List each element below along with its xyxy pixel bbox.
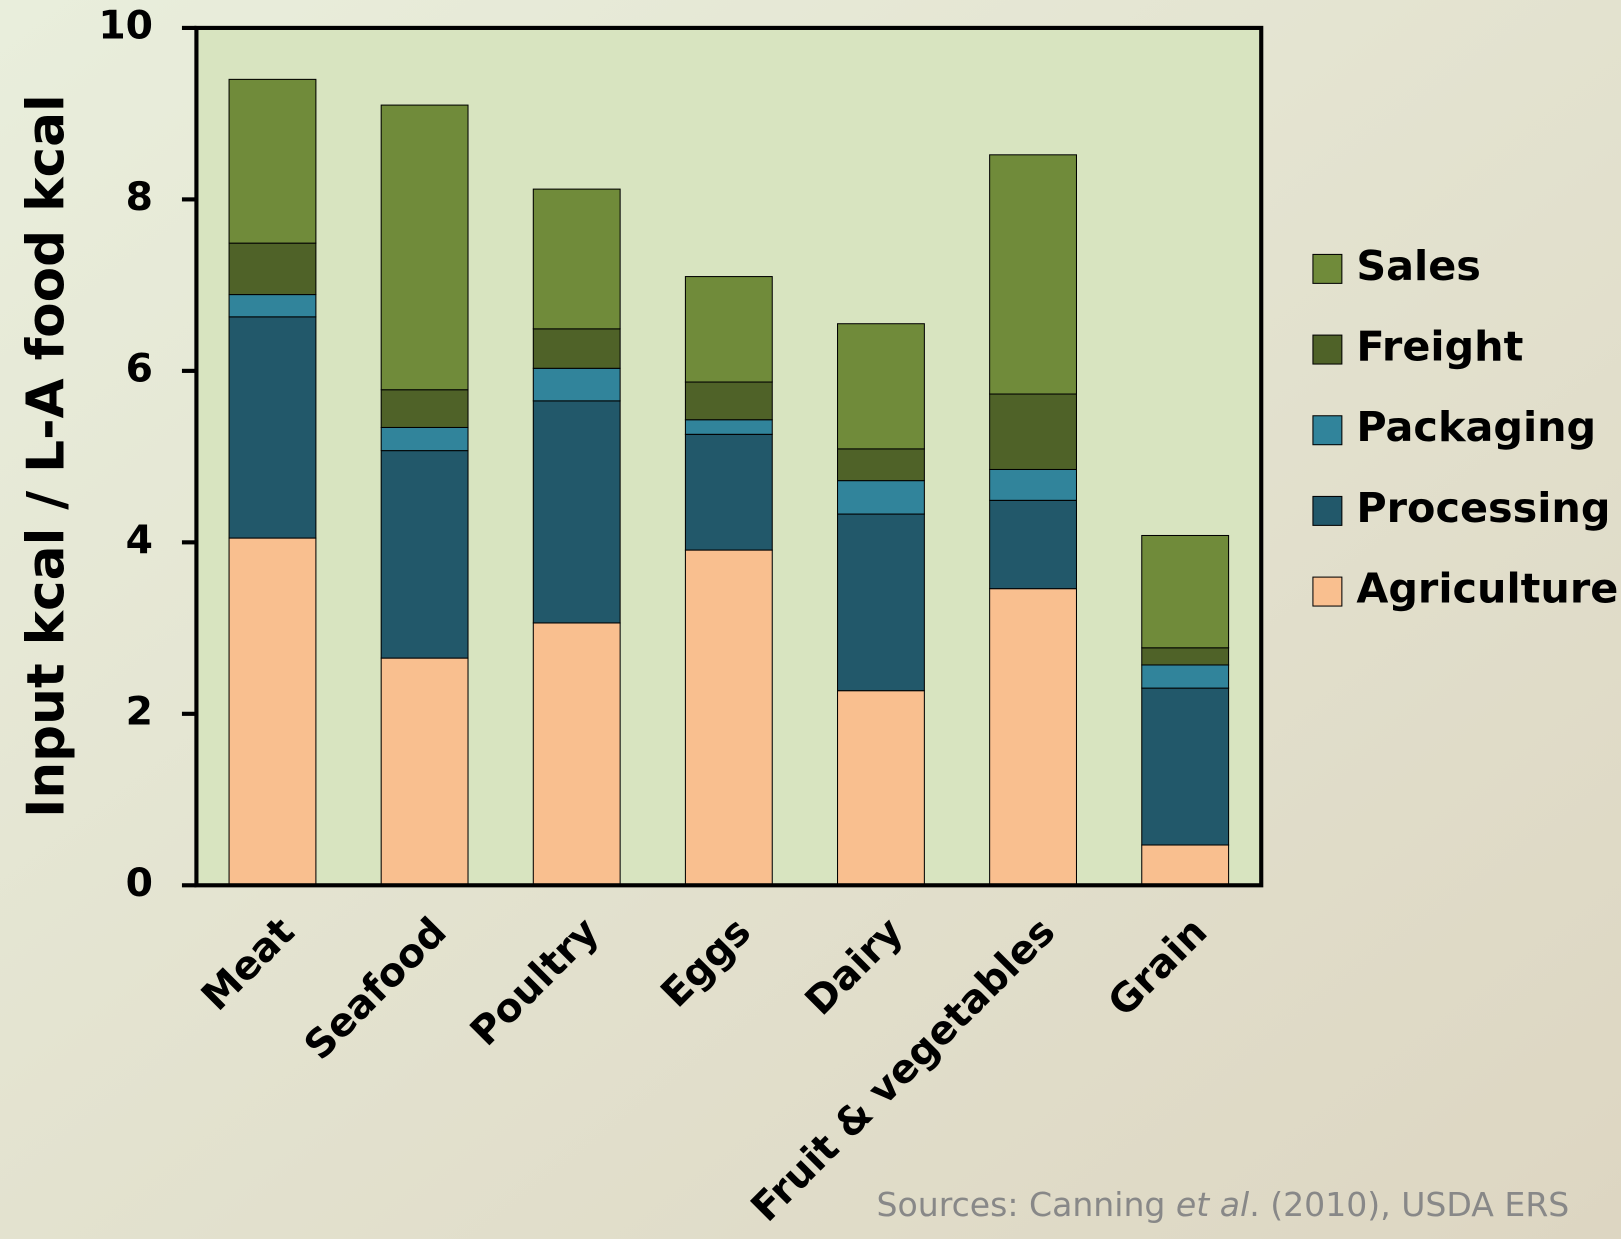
y-tick-label: 6 xyxy=(126,346,153,391)
source-note: Sources: Canning et al. (2010), USDA ERS xyxy=(877,1184,1570,1223)
legend-label: Packaging xyxy=(1356,403,1596,451)
bar-segment xyxy=(989,588,1077,886)
bar-segment xyxy=(380,389,469,428)
bar-segment xyxy=(228,316,317,539)
bar-segment xyxy=(1141,687,1230,846)
legend-label: Processing xyxy=(1356,484,1610,532)
bar-segment xyxy=(380,450,469,659)
y-tick-label: 8 xyxy=(126,175,153,220)
bar-segment xyxy=(837,323,925,450)
bar-segment xyxy=(228,537,317,886)
source-text: Sources: Canning xyxy=(877,1184,1176,1223)
bar-segment xyxy=(684,549,773,886)
bar-segment xyxy=(684,381,773,421)
bar-segment xyxy=(989,393,1077,470)
legend-swatch xyxy=(1312,576,1343,607)
bar-segment xyxy=(532,188,621,330)
bar-segment xyxy=(837,448,925,482)
bar-segment xyxy=(1141,647,1230,666)
y-tick-label: 2 xyxy=(126,689,153,734)
bar-segment xyxy=(1141,534,1230,649)
legend-label: Sales xyxy=(1356,242,1481,290)
bar-segment xyxy=(1141,844,1230,886)
y-tick-label: 4 xyxy=(126,518,153,563)
legend-swatch xyxy=(1312,334,1343,365)
y-tick-label: 10 xyxy=(98,3,153,48)
legend-swatch xyxy=(1312,495,1343,526)
y-axis-label: Input kcal / L-A food kcal xyxy=(17,94,77,818)
bar-segment xyxy=(532,400,621,624)
bar-segment xyxy=(532,622,621,886)
legend-label: Agriculture xyxy=(1356,565,1618,613)
source-text: et al xyxy=(1176,1184,1250,1223)
bar-segment xyxy=(837,690,925,886)
bar-segment xyxy=(228,294,317,318)
bar-segment xyxy=(1141,664,1230,689)
bar-segment xyxy=(228,242,317,296)
y-tick-label: 0 xyxy=(126,861,153,906)
bar-segment xyxy=(532,328,621,369)
bar-segment xyxy=(532,367,621,402)
bar-segment xyxy=(684,419,773,435)
legend-swatch xyxy=(1312,253,1343,284)
bar-segment xyxy=(380,657,469,886)
bar-segment xyxy=(684,276,773,383)
bar-segment xyxy=(837,480,925,515)
plot-frame xyxy=(194,25,1264,888)
bar-segment xyxy=(380,426,469,452)
source-text: . (2010), USDA ERS xyxy=(1249,1184,1569,1223)
bar-segment xyxy=(380,104,469,391)
legend-label: Freight xyxy=(1356,323,1523,371)
bar-segment xyxy=(989,468,1077,501)
bar-segment xyxy=(989,154,1077,395)
bar-segment xyxy=(228,78,317,244)
bar-segment xyxy=(684,433,773,551)
legend-swatch xyxy=(1312,415,1343,446)
bar-segment xyxy=(989,499,1077,590)
bar-segment xyxy=(837,513,925,692)
